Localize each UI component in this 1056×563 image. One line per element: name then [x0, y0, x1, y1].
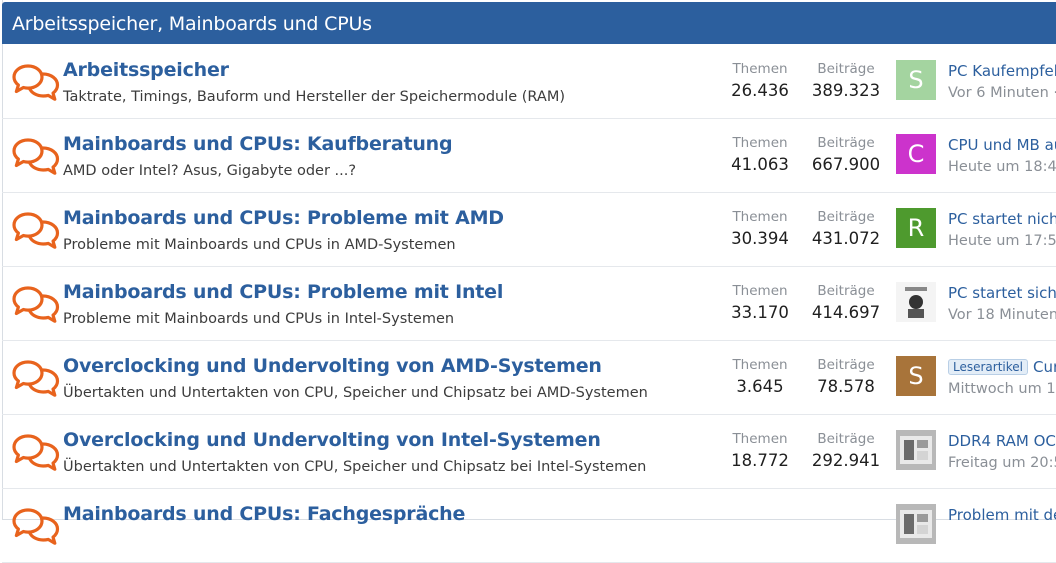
- stat-themen-label: Themen: [732, 209, 788, 225]
- latest-thread-title[interactable]: CPU und MB aus: [948, 136, 1056, 154]
- forum-chat-bubbles-icon: [12, 137, 60, 175]
- stat-themen-value: 26.436: [731, 81, 789, 100]
- stat-themen-label: Themen: [732, 135, 788, 151]
- user-avatar[interactable]: S: [896, 356, 936, 396]
- forum-description: Übertakten und Untertakten von CPU, Spei…: [63, 459, 647, 475]
- stat-beitraege-label: Beiträge: [817, 61, 875, 77]
- forum-description: Übertakten und Untertakten von CPU, Spei…: [63, 385, 648, 401]
- stat-beitraege-value: 414.697: [811, 303, 881, 322]
- stat-beitraege: Beiträge 292.941: [801, 431, 891, 470]
- latest-thread-time[interactable]: Freitag um 20:57: [948, 455, 1056, 471]
- latest-thread-time[interactable]: Vor 18 Minuten: [948, 307, 1056, 323]
- forum-title-link[interactable]: Arbeitsspeicher: [63, 59, 229, 81]
- avatar-image-icon: [896, 282, 936, 322]
- forum-row[interactable]: Mainboards und CPUs: Probleme mit AMD Pr…: [2, 193, 1056, 267]
- forum-chat-bubbles-icon: [12, 211, 60, 249]
- stat-beitraege-label: Beiträge: [817, 357, 875, 373]
- stat-beitraege: Beiträge 414.697: [801, 283, 891, 322]
- forum-chat-bubbles-icon: [12, 433, 60, 471]
- latest-thread-time[interactable]: Heute um 17:56: [948, 233, 1056, 249]
- stat-themen: Themen 18.772: [715, 431, 805, 470]
- forum-title-link[interactable]: Mainboards und CPUs: Probleme mit Intel: [63, 281, 504, 303]
- stat-themen-label: Themen: [732, 283, 788, 299]
- stat-themen-label: Themen: [732, 357, 788, 373]
- forum-chat-bubbles-icon: [12, 63, 60, 101]
- forum-title-link[interactable]: Overclocking und Undervolting von Intel-…: [63, 429, 601, 451]
- forum-row[interactable]: Mainboards und CPUs: Kaufberatung AMD od…: [2, 119, 1056, 193]
- latest-thread-time[interactable]: Vor 6 Minuten ·: [948, 85, 1056, 101]
- stat-beitraege-value: 431.072: [811, 229, 881, 248]
- stat-themen: Themen 26.436: [715, 61, 805, 100]
- forum-description: Probleme mit Mainboards und CPUs in AMD-…: [63, 237, 456, 253]
- stat-themen: Themen 41.063: [715, 135, 805, 174]
- avatar-image-icon: [896, 504, 936, 544]
- latest-thread[interactable]: PC Kaufempfehlung: [948, 62, 1056, 80]
- stat-themen-label: Themen: [732, 431, 788, 447]
- stat-themen: Themen 3.645: [715, 357, 805, 396]
- latest-thread[interactable]: PC startet sich s: [948, 284, 1056, 302]
- stat-beitraege-label: Beiträge: [817, 135, 875, 151]
- forum-row[interactable]: Overclocking und Undervolting von Intel-…: [2, 415, 1056, 489]
- latest-thread-title[interactable]: PC startet sich s: [948, 284, 1056, 302]
- stat-beitraege-value: 78.578: [817, 377, 875, 396]
- forum-chat-bubbles-icon: [12, 507, 60, 545]
- forum-chat-bubbles-icon: [12, 359, 60, 397]
- avatar-image-icon: [896, 430, 936, 470]
- user-avatar[interactable]: [896, 282, 936, 322]
- thread-prefix-badge[interactable]: Leserartikel: [948, 359, 1028, 375]
- latest-thread[interactable]: DDR4 RAM OC: [948, 432, 1056, 450]
- forum-description: Taktrate, Timings, Bauform und Herstelle…: [63, 89, 566, 105]
- stat-beitraege: Beiträge 431.072: [801, 209, 891, 248]
- forum-row[interactable]: Overclocking und Undervolting von AMD-Sy…: [2, 341, 1056, 415]
- stat-beitraege: Beiträge 389.323: [801, 61, 891, 100]
- stat-beitraege-value: 389.323: [811, 81, 881, 100]
- user-avatar[interactable]: [896, 430, 936, 470]
- stat-themen-value: 41.063: [731, 155, 789, 174]
- latest-thread-title[interactable]: PC startet nicht: [948, 210, 1056, 228]
- forum-description: AMD oder Intel? Asus, Gigabyte oder ...?: [63, 163, 357, 179]
- stat-beitraege-label: Beiträge: [817, 283, 875, 299]
- stat-themen-label: Themen: [732, 61, 788, 77]
- latest-thread[interactable]: Problem mit dem: [948, 506, 1056, 524]
- stat-themen-value: 33.170: [731, 303, 789, 322]
- forum-title-link[interactable]: Mainboards und CPUs: Probleme mit AMD: [63, 207, 504, 229]
- latest-thread-title[interactable]: DDR4 RAM OC: [948, 432, 1056, 450]
- latest-thread-title[interactable]: Curv: [1033, 358, 1056, 376]
- stat-beitraege-label: Beiträge: [817, 209, 875, 225]
- latest-thread[interactable]: CPU und MB aus: [948, 136, 1056, 154]
- forum-row[interactable]: Mainboards und CPUs: Probleme mit Intel …: [2, 267, 1056, 341]
- user-avatar[interactable]: R: [896, 208, 936, 248]
- forum-row[interactable]: Mainboards und CPUs: Fachgespräche Theme…: [2, 489, 1056, 563]
- forum-chat-bubbles-icon: [12, 285, 60, 323]
- latest-thread-title[interactable]: PC Kaufempfehlung: [948, 62, 1056, 80]
- forum-description: Probleme mit Mainboards und CPUs in Inte…: [63, 311, 455, 327]
- category-header[interactable]: Arbeitsspeicher, Mainboards und CPUs: [2, 2, 1056, 44]
- stat-themen: Themen 33.170: [715, 283, 805, 322]
- forum-title-link[interactable]: Mainboards und CPUs: Fachgespräche: [63, 503, 466, 525]
- stat-beitraege-value: 292.941: [811, 451, 881, 470]
- forum-title-link[interactable]: Overclocking und Undervolting von AMD-Sy…: [63, 355, 602, 377]
- stat-beitraege: Beiträge 667.900: [801, 135, 891, 174]
- latest-thread[interactable]: PC startet nicht: [948, 210, 1056, 228]
- stat-themen: Themen 30.394: [715, 209, 805, 248]
- stat-themen-value: 30.394: [731, 229, 789, 248]
- stat-themen-value: 18.772: [731, 451, 789, 470]
- user-avatar[interactable]: [896, 504, 936, 544]
- stat-themen-value: 3.645: [736, 377, 784, 396]
- latest-thread-time[interactable]: Mittwoch um 15: [948, 381, 1056, 397]
- user-avatar[interactable]: C: [896, 134, 936, 174]
- stat-beitraege-value: 667.900: [811, 155, 881, 174]
- stat-beitraege-label: Beiträge: [817, 431, 875, 447]
- latest-thread[interactable]: Leserartikel Curv: [948, 358, 1056, 376]
- forum-row[interactable]: Arbeitsspeicher Taktrate, Timings, Baufo…: [2, 45, 1056, 119]
- stat-beitraege: Beiträge 78.578: [801, 357, 891, 396]
- category-title[interactable]: Arbeitsspeicher, Mainboards und CPUs: [12, 13, 372, 35]
- latest-thread-time[interactable]: Heute um 18:44: [948, 159, 1056, 175]
- latest-thread-title[interactable]: Problem mit dem: [948, 506, 1056, 524]
- forum-title-link[interactable]: Mainboards und CPUs: Kaufberatung: [63, 133, 453, 155]
- user-avatar[interactable]: S: [896, 60, 936, 100]
